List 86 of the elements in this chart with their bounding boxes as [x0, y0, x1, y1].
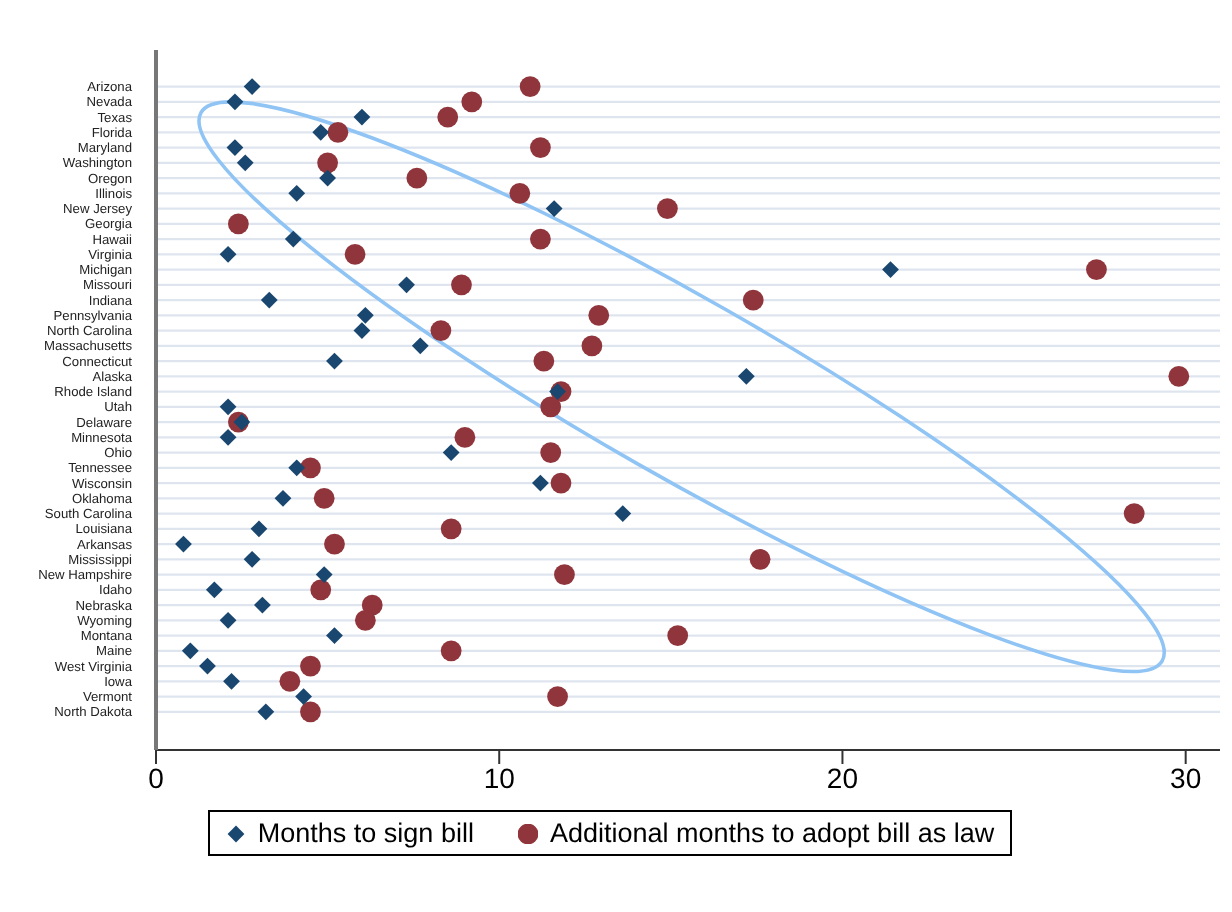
point [356, 306, 374, 324]
point [327, 121, 349, 143]
point [288, 184, 306, 202]
point [181, 642, 199, 660]
point [1168, 365, 1190, 387]
point [1123, 503, 1145, 525]
point [451, 274, 472, 296]
point [326, 352, 343, 370]
point [279, 670, 301, 692]
point [614, 505, 632, 523]
point [353, 108, 371, 126]
point [667, 625, 689, 647]
point [254, 596, 271, 614]
point [461, 91, 483, 113]
point [226, 139, 244, 156]
point [437, 106, 459, 128]
point [742, 289, 764, 311]
point [326, 627, 343, 645]
point [219, 398, 237, 416]
point [398, 276, 415, 294]
legend-label: Months to sign bill [257, 818, 474, 848]
point [288, 459, 306, 477]
point [319, 169, 337, 187]
point [737, 367, 755, 385]
x-tick-label: 10 [483, 761, 516, 794]
point [454, 426, 476, 448]
point [219, 245, 237, 263]
point [530, 228, 551, 250]
x-tick-label: 20 [826, 761, 859, 794]
point [284, 230, 302, 248]
point [344, 243, 366, 265]
point [540, 396, 562, 418]
point [354, 609, 376, 631]
point [532, 474, 549, 492]
point [554, 564, 575, 586]
point [406, 167, 428, 189]
point [257, 703, 275, 721]
point [549, 383, 566, 401]
point [550, 472, 572, 494]
point [317, 152, 339, 174]
point [533, 350, 555, 372]
point [440, 640, 462, 662]
point [260, 291, 278, 309]
x-tick-label: 0 [148, 761, 165, 794]
point [315, 566, 333, 584]
legend-label: Additional months to adopt bill as law [549, 818, 995, 848]
point [440, 518, 462, 540]
point [540, 442, 562, 464]
point [300, 701, 321, 723]
point [749, 548, 771, 570]
point [250, 520, 268, 538]
point [1086, 259, 1107, 281]
point [581, 335, 603, 357]
point [219, 611, 237, 629]
point [430, 320, 452, 342]
point [300, 655, 321, 677]
x-tick-label: 30 [1170, 761, 1202, 794]
point [509, 182, 531, 204]
point [226, 93, 244, 111]
point [519, 76, 541, 97]
point [411, 337, 429, 355]
point [236, 154, 254, 172]
point [219, 428, 237, 446]
point [530, 137, 551, 158]
point [310, 579, 332, 601]
point [243, 78, 261, 95]
point [442, 444, 460, 462]
point [205, 581, 223, 599]
point [233, 413, 251, 431]
point [657, 198, 678, 220]
point [588, 304, 610, 326]
point [545, 200, 563, 218]
point [300, 457, 321, 479]
point [175, 535, 192, 553]
point [223, 672, 240, 690]
point [227, 213, 249, 235]
point [243, 550, 261, 568]
point [295, 688, 312, 706]
point [882, 261, 899, 279]
point [313, 487, 335, 509]
point [274, 489, 292, 507]
point [199, 657, 216, 675]
point [547, 686, 568, 708]
point [353, 322, 371, 340]
point [312, 123, 330, 141]
point [324, 533, 345, 555]
